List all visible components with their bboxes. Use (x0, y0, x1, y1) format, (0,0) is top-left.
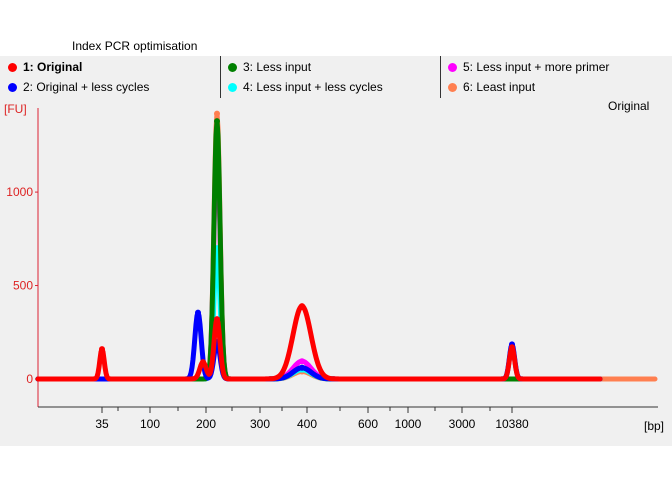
peak-point (214, 118, 220, 125)
x-tick-label: 400 (297, 417, 317, 431)
peak-point (299, 303, 305, 310)
x-axis-label: [bp] (644, 419, 664, 433)
legend-marker-icon (8, 63, 17, 72)
peak-point (299, 358, 305, 365)
legend (0, 56, 672, 98)
chart-subtitle: Original (608, 99, 649, 113)
peak-point (195, 309, 201, 316)
chart-title: Index PCR optimisation (72, 39, 198, 53)
legend-marker-icon (228, 63, 237, 72)
plot-area-background (0, 98, 672, 446)
legend-item-3[interactable]: 3: Less input (228, 60, 311, 74)
legend-separator (440, 56, 441, 98)
y-tick-label: 0 (26, 372, 33, 386)
y-tick-label: 1000 (6, 185, 33, 199)
legend-item-5[interactable]: 5: Less input + more primer (448, 60, 609, 74)
peak-point (200, 359, 206, 366)
legend-item-2[interactable]: 2: Original + less cycles (8, 80, 149, 94)
x-tick-label: 1000 (395, 417, 422, 431)
x-tick-label: 200 (196, 417, 216, 431)
series-line-1 (35, 303, 603, 382)
y-axis-label: [FU] (4, 102, 27, 116)
peak-point (509, 344, 515, 351)
peak-point (214, 110, 220, 117)
x-tick-label: 3000 (449, 417, 476, 431)
legend-marker-icon (228, 83, 237, 92)
x-tick-label: 10380 (495, 417, 529, 431)
legend-marker-icon (8, 83, 17, 92)
peak-point (214, 316, 220, 323)
y-tick-label: 500 (13, 279, 33, 293)
peak-point (299, 364, 305, 371)
peak-point (99, 346, 105, 353)
x-tick-label: 300 (250, 417, 270, 431)
x-tick-label: 600 (358, 417, 378, 431)
legend-item-6[interactable]: 6: Least input (448, 80, 535, 94)
legend-item-1[interactable]: 1: Original (8, 60, 82, 74)
x-tick-label: 100 (140, 417, 160, 431)
legend-item-4[interactable]: 4: Less input + less cycles (228, 80, 383, 94)
series-line-3 (35, 118, 603, 382)
x-tick-label: 35 (95, 417, 109, 431)
series-line-5 (35, 133, 603, 382)
series-line-6 (35, 111, 658, 382)
legend-marker-icon (448, 83, 457, 92)
legend-separator (220, 56, 221, 98)
legend-marker-icon (448, 63, 457, 72)
